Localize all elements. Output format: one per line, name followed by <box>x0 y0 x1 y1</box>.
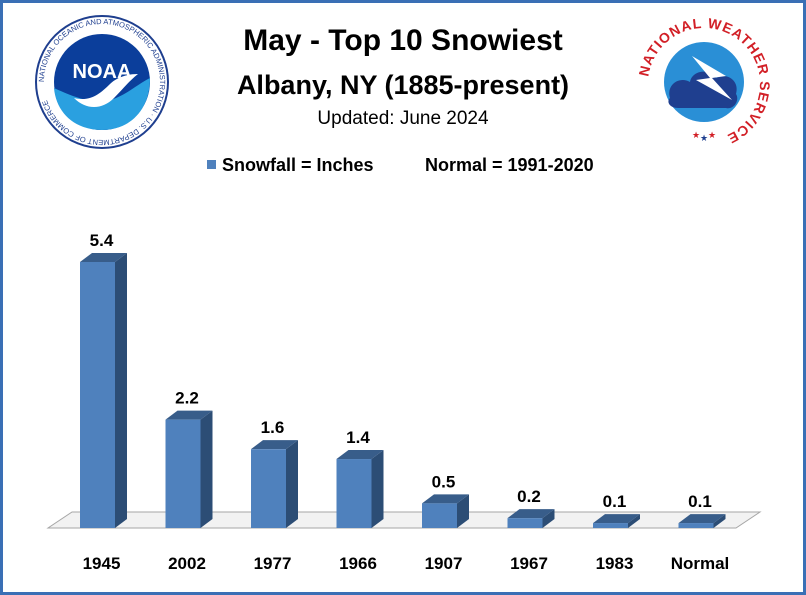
category-label: 1907 <box>425 554 463 573</box>
chart-subtitle: Albany, NY (1885-present) <box>236 70 570 100</box>
category-label: 1983 <box>596 554 634 573</box>
bar-2002 <box>165 410 213 528</box>
star-icon: ★ <box>700 133 708 143</box>
bar-front <box>422 503 457 528</box>
data-label: 0.1 <box>688 492 712 511</box>
bar-1966 <box>336 450 384 528</box>
bar-1983 <box>593 514 640 528</box>
bar-1977 <box>251 440 298 528</box>
legend-swatch <box>207 160 216 169</box>
bar-front <box>80 262 115 528</box>
bar-top <box>593 514 640 524</box>
legend-series-label: Snowfall = Inches <box>222 155 374 175</box>
category-label: 1967 <box>510 554 548 573</box>
bar-top <box>678 514 726 524</box>
noaa-logo: NATIONAL OCEANIC AND ATMOSPHERIC ADMINIS… <box>35 15 169 149</box>
chart-floor <box>46 511 762 529</box>
bar-front <box>593 523 628 528</box>
star-icon: ★ <box>708 130 716 140</box>
noaa-logo-text: NOAA <box>73 61 132 83</box>
data-label: 0.1 <box>603 492 627 511</box>
bar-top <box>165 410 213 420</box>
bar-top <box>336 450 384 460</box>
category-label: 1966 <box>339 554 377 573</box>
data-label: 1.4 <box>346 428 370 447</box>
legend-series: Snowfall = Inches <box>207 155 374 176</box>
updated-text: Updated: June 2024 <box>317 108 489 129</box>
bar-side <box>200 410 213 528</box>
bar-side <box>457 494 469 528</box>
bar-top <box>251 440 298 450</box>
category-label: Normal <box>671 554 730 573</box>
bar-top <box>507 509 555 519</box>
bar-top <box>422 494 469 504</box>
bar-front <box>165 419 201 528</box>
bar-1945 <box>80 253 127 528</box>
bar-normal <box>678 514 726 528</box>
chart-title: May - Top 10 Snowiest <box>243 24 563 57</box>
bar-top <box>80 253 127 262</box>
nws-logo: NATIONAL WEATHER SERVICE ★ ★ ★ <box>635 15 772 152</box>
bar-1967 <box>507 509 555 528</box>
data-label: 0.5 <box>432 472 456 491</box>
data-label: 2.2 <box>175 389 199 408</box>
bar-side <box>371 450 384 528</box>
bar-side <box>115 253 127 528</box>
category-label: 2002 <box>168 554 206 573</box>
data-label: 0.2 <box>517 487 541 506</box>
category-label: 1977 <box>254 554 292 573</box>
legend-normal: Normal = 1991-2020 <box>425 155 594 175</box>
bar-front <box>678 523 714 528</box>
bar-side <box>628 514 640 528</box>
bar-side <box>286 440 298 528</box>
bar-front <box>507 518 543 528</box>
bar-front <box>251 449 286 528</box>
bar-1907 <box>422 494 469 528</box>
data-label: 5.4 <box>90 231 114 250</box>
bar-side <box>542 509 555 528</box>
category-label: 1945 <box>83 554 121 573</box>
bar-front <box>336 459 372 528</box>
bar-side <box>713 514 726 528</box>
data-label: 1.6 <box>261 418 285 437</box>
star-icon: ★ <box>692 130 700 140</box>
